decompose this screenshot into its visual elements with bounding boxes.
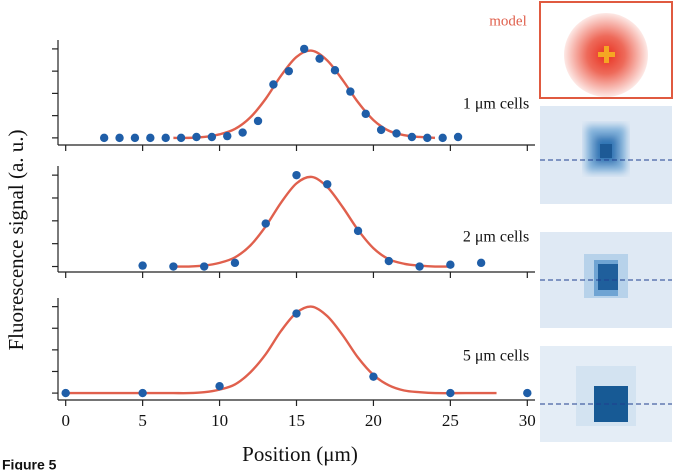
x-tick-label: 25 — [442, 411, 459, 430]
cell-image-3 — [540, 346, 672, 442]
model-label: model — [489, 13, 527, 29]
data-point — [415, 262, 424, 271]
y-axis-label: Fluorescence signal (a. u.) — [4, 129, 28, 350]
data-point — [161, 133, 170, 143]
data-point — [384, 256, 394, 266]
data-point — [253, 116, 263, 126]
data-point — [130, 133, 140, 143]
data-point — [284, 66, 294, 76]
fit-line — [173, 49, 436, 140]
fit-line — [173, 175, 451, 268]
data-point — [423, 133, 432, 143]
data-point — [330, 66, 340, 75]
data-point — [223, 131, 232, 141]
cell-image-1 — [540, 106, 672, 204]
data-point — [115, 133, 124, 143]
data-point — [376, 125, 386, 135]
data-point — [292, 170, 301, 180]
data-point — [138, 261, 147, 270]
data-point — [315, 54, 324, 63]
cell-image-2 — [540, 232, 672, 328]
data-point — [299, 44, 309, 54]
data-point — [215, 381, 224, 391]
data-point — [346, 87, 355, 96]
data-point — [361, 109, 370, 119]
data-point — [446, 388, 455, 398]
fit-line — [65, 305, 497, 395]
data-point — [407, 132, 417, 142]
data-point — [138, 388, 147, 398]
x-axis-label: Position (μm) — [242, 442, 358, 466]
data-point — [99, 133, 109, 143]
data-point — [369, 372, 378, 381]
data-point — [146, 133, 155, 143]
data-point — [176, 133, 186, 143]
data-point — [438, 133, 447, 143]
panel-label: 2 μm cells — [463, 229, 529, 246]
data-point — [230, 258, 240, 268]
data-point — [269, 80, 278, 89]
data-point — [199, 262, 209, 271]
panel-label: 1 μm cells — [463, 96, 529, 113]
data-point — [446, 260, 455, 269]
data-point — [453, 132, 463, 142]
figure-label: Figure 5 — [2, 457, 57, 470]
data-point — [169, 262, 178, 271]
data-point — [61, 388, 70, 398]
data-point — [238, 128, 247, 137]
model-image — [539, 1, 673, 99]
x-tick-label: 20 — [365, 411, 382, 430]
data-point — [207, 132, 217, 142]
data-point — [292, 309, 301, 318]
data-point — [476, 258, 486, 268]
panel-label: 5 μm cells — [463, 348, 529, 365]
x-tick-label: 15 — [288, 411, 305, 430]
x-tick-label: 0 — [61, 411, 70, 430]
data-point — [353, 226, 363, 236]
data-point — [523, 388, 532, 398]
data-point — [192, 132, 201, 142]
x-tick-label: 10 — [211, 411, 228, 430]
x-tick-label: 30 — [519, 411, 536, 430]
x-tick-label: 5 — [138, 411, 147, 430]
data-point — [323, 180, 332, 189]
data-point — [392, 129, 401, 138]
data-point — [261, 219, 270, 228]
